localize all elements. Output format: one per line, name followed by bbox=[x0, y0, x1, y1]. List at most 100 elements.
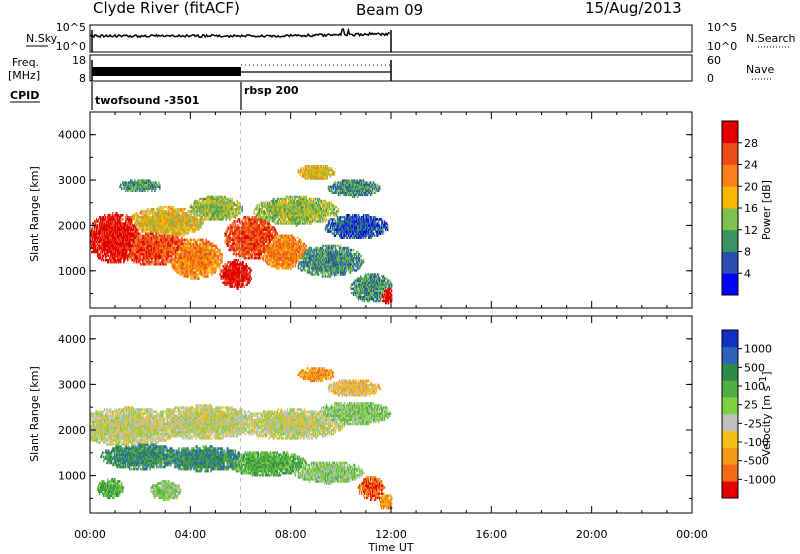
power-cell bbox=[118, 250, 120, 254]
power-cell bbox=[170, 216, 172, 219]
power-cell bbox=[149, 232, 151, 235]
power-cell bbox=[160, 228, 162, 231]
power-cell bbox=[120, 214, 122, 217]
power-cell bbox=[90, 242, 92, 246]
power-cell bbox=[168, 240, 170, 243]
power-cell bbox=[156, 252, 158, 256]
power-cell bbox=[190, 263, 192, 266]
cpid-program-1: twofsound -3501 bbox=[95, 94, 199, 107]
power-cell bbox=[160, 216, 162, 219]
power-cell bbox=[123, 250, 125, 254]
power-cell bbox=[142, 254, 144, 258]
nsky-tick-bottom: 10^0 bbox=[56, 40, 86, 53]
power-cell bbox=[141, 236, 143, 239]
power-cell bbox=[185, 250, 187, 254]
power-cell bbox=[92, 230, 94, 233]
power-cell bbox=[111, 234, 113, 237]
power-cell bbox=[180, 208, 182, 211]
power-cell bbox=[149, 179, 151, 182]
power-cell bbox=[120, 232, 122, 235]
power-cell bbox=[204, 246, 206, 250]
power-cell bbox=[99, 257, 101, 260]
power-cell bbox=[149, 230, 151, 233]
power-cell bbox=[133, 252, 135, 256]
power-cell bbox=[183, 242, 185, 246]
power-cell bbox=[201, 208, 203, 211]
power-cell bbox=[188, 257, 190, 260]
power-cell bbox=[101, 242, 103, 246]
power-cell bbox=[168, 220, 170, 223]
power-cell bbox=[175, 230, 177, 233]
power-cell bbox=[184, 244, 186, 248]
power-cell bbox=[174, 250, 176, 254]
power-cell bbox=[109, 230, 111, 233]
power-cell bbox=[162, 205, 164, 209]
power-cell bbox=[156, 208, 158, 211]
power-cell bbox=[175, 226, 177, 229]
power-cell bbox=[179, 271, 181, 274]
power-cell bbox=[157, 242, 159, 246]
power-cell bbox=[145, 234, 147, 237]
power-cell bbox=[154, 263, 156, 266]
power-cell bbox=[199, 212, 201, 215]
power-cell bbox=[203, 271, 205, 274]
power-cell bbox=[167, 230, 169, 233]
power-cell bbox=[113, 230, 115, 233]
power-cell bbox=[202, 197, 204, 201]
power-cell bbox=[154, 254, 156, 258]
power-cell bbox=[176, 228, 178, 231]
power-cell bbox=[149, 238, 151, 241]
power-cell bbox=[96, 226, 98, 229]
power-cell bbox=[122, 254, 124, 258]
power-cell bbox=[143, 212, 145, 215]
power-cell bbox=[119, 248, 121, 252]
power-cell bbox=[174, 269, 176, 272]
power-cell bbox=[143, 210, 145, 213]
power-cell bbox=[182, 218, 184, 221]
power-cell bbox=[192, 218, 194, 221]
power-cell bbox=[92, 238, 94, 241]
power-cell bbox=[176, 220, 178, 223]
power-cell bbox=[143, 248, 145, 252]
power-cell bbox=[180, 265, 182, 268]
power-cell bbox=[141, 218, 143, 221]
power-cell bbox=[179, 230, 181, 233]
power-cell bbox=[154, 185, 156, 188]
power-cell bbox=[130, 234, 132, 237]
power-cell bbox=[111, 252, 113, 256]
power-cell bbox=[117, 224, 119, 227]
power-cell bbox=[110, 214, 112, 217]
power-cell bbox=[116, 228, 118, 231]
power-cell bbox=[178, 242, 180, 246]
power-cell bbox=[156, 214, 158, 217]
power-cell bbox=[115, 214, 117, 217]
power-cell bbox=[204, 273, 206, 276]
power-cell bbox=[141, 189, 143, 192]
power-cell bbox=[201, 210, 203, 213]
power-cell bbox=[130, 254, 132, 258]
power-cell bbox=[158, 240, 160, 243]
power-cell bbox=[131, 187, 133, 190]
power-cell bbox=[183, 220, 185, 223]
power-cell bbox=[167, 250, 169, 254]
power-cell bbox=[160, 236, 162, 239]
power-cell bbox=[97, 236, 99, 239]
power-cell bbox=[113, 222, 115, 225]
power-cell bbox=[162, 220, 164, 223]
power-cell bbox=[125, 189, 127, 192]
power-cell bbox=[161, 214, 163, 217]
power-cell bbox=[175, 212, 177, 215]
power-cell bbox=[164, 222, 166, 225]
power-cell bbox=[101, 248, 103, 252]
power-cell bbox=[139, 252, 141, 256]
power-cell bbox=[140, 254, 142, 258]
power-cell bbox=[98, 232, 100, 235]
power-cell bbox=[128, 246, 130, 250]
power-cell bbox=[197, 201, 199, 205]
power-cell bbox=[169, 205, 171, 209]
power-cell bbox=[105, 226, 107, 229]
power-cell bbox=[175, 265, 177, 268]
power-cell bbox=[125, 232, 127, 235]
power-cell bbox=[181, 226, 183, 229]
power-cell bbox=[114, 228, 116, 231]
